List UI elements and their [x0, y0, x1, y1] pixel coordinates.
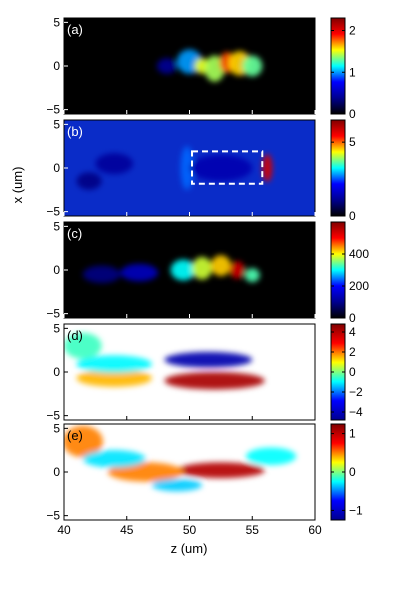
y-tick-label: −5	[46, 509, 60, 523]
x-tick-label: 55	[246, 523, 260, 537]
heatmap-field	[82, 255, 260, 284]
colorbar-gradient	[330, 17, 346, 115]
colorbar-c: 0 200 400	[330, 221, 369, 325]
heatmap-field	[76, 146, 273, 190]
heatmap-blob	[164, 351, 253, 368]
colorbar-d: −4 −2 0 2 4	[330, 323, 363, 421]
y-tick-label: 0	[53, 263, 60, 277]
heatmap-blob	[82, 450, 146, 468]
heatmap-blob	[95, 153, 134, 175]
colorbar-tick-label: 2	[349, 345, 356, 359]
colorbar-tick-label: 200	[349, 279, 369, 293]
heatmap-blob	[204, 55, 225, 82]
colorbar-gradient	[330, 221, 346, 319]
y-tick-label: 0	[53, 465, 60, 479]
panel-b: (b) 5 0 −5	[46, 117, 316, 219]
heatmap-blob	[180, 146, 194, 190]
y-tick-label: −5	[46, 409, 60, 423]
y-tick-label: 0	[53, 59, 60, 73]
colorbar-gradient	[330, 119, 346, 217]
y-tick-label: −5	[46, 103, 60, 117]
heatmap-blob	[76, 369, 152, 387]
heatmap-blob	[164, 372, 265, 390]
panels-group: (a)50−5(b)50−5(c)50−5(d)50−5(e)50−540 45 5…	[46, 15, 322, 537]
heatmap-blob	[189, 154, 253, 182]
y-tick-label: 5	[53, 321, 60, 335]
x-axis-label: z (um)	[171, 541, 208, 556]
heatmap-blob	[64, 425, 103, 458]
y-tick-label: −5	[46, 205, 60, 219]
heatmap-blob	[82, 265, 121, 284]
colorbar-tick-label: 0	[349, 107, 356, 121]
y-tick-label: 5	[53, 15, 60, 29]
x-tick-label: 45	[120, 523, 134, 537]
heatmap-blob	[120, 263, 159, 282]
heatmap-blob	[76, 172, 102, 190]
colorbar-tick-label: 1	[349, 427, 356, 441]
colorbar-tick-label: 0	[349, 209, 356, 223]
y-tick-label: 5	[53, 421, 60, 435]
y-tick-label: −5	[46, 307, 60, 321]
colorbar-a: 0 1 2	[330, 17, 356, 121]
heatmap-field	[156, 49, 263, 82]
colorbar-tick-label: −1	[349, 503, 363, 517]
colorbar-tick-label: 2	[349, 24, 356, 38]
colorbar-tick-label: 0	[349, 465, 356, 479]
colorbar-tick-label: −2	[349, 385, 363, 399]
heatmap-blob	[242, 55, 263, 77]
heatmap-blob	[170, 259, 196, 281]
colorbar-tick-label: 0	[349, 311, 356, 325]
panel-label: (e)	[67, 428, 83, 443]
x-tick-label: 50	[183, 523, 197, 537]
panel-label: (d)	[67, 328, 83, 343]
heatmap-blob	[192, 256, 213, 280]
heatmap-blob	[229, 261, 245, 279]
panel-d: (d) 5 0 −5	[46, 321, 316, 423]
panel-label: (a)	[67, 22, 83, 37]
heatmap-blob	[156, 58, 177, 74]
heatmap-blob	[210, 255, 231, 277]
colorbar-tick-label: 4	[349, 325, 356, 339]
x-tick-label: 40	[57, 523, 71, 537]
panel-a: (a) 5 0 −5	[46, 15, 316, 117]
colorbar-tick-label: −4	[349, 405, 363, 419]
heatmap-blob	[262, 154, 273, 182]
colorbar-e: −1 0 1	[330, 423, 363, 521]
x-tick-label: 60	[308, 523, 322, 537]
heatmap-blob	[76, 355, 152, 373]
colorbar-tick-label: 5	[349, 135, 356, 149]
colorbar-tick-label: 1	[349, 65, 356, 79]
heatmap-blob	[244, 268, 260, 283]
y-tick-label: 5	[53, 117, 60, 131]
heatmap-blob	[64, 332, 102, 359]
heatmap-blob	[176, 462, 265, 479]
panel-e: (e)50−540 45 50 55 60	[46, 421, 322, 537]
heatmap-blob	[151, 478, 203, 492]
panel-label: (b)	[67, 124, 83, 139]
heatmap-blob	[107, 462, 184, 482]
axis-labels-group: z (um) x (um)	[10, 167, 207, 556]
y-tick-label: 5	[53, 219, 60, 233]
colorbar-tick-label: 400	[349, 247, 369, 261]
panel-c: (c) 5 0 −5	[46, 219, 316, 321]
panel-label: (c)	[67, 226, 82, 241]
heatmap-field	[64, 332, 265, 390]
dashed-region-box	[191, 150, 264, 185]
colorbar-b: 05	[330, 119, 356, 223]
y-tick-label: 0	[53, 365, 60, 379]
y-tick-label: 0	[53, 161, 60, 175]
colorbar-tick-label: 0	[349, 365, 356, 379]
heatmap-blob	[245, 447, 297, 466]
heatmap-field	[64, 425, 297, 492]
y-axis-label: x (um)	[10, 167, 25, 204]
